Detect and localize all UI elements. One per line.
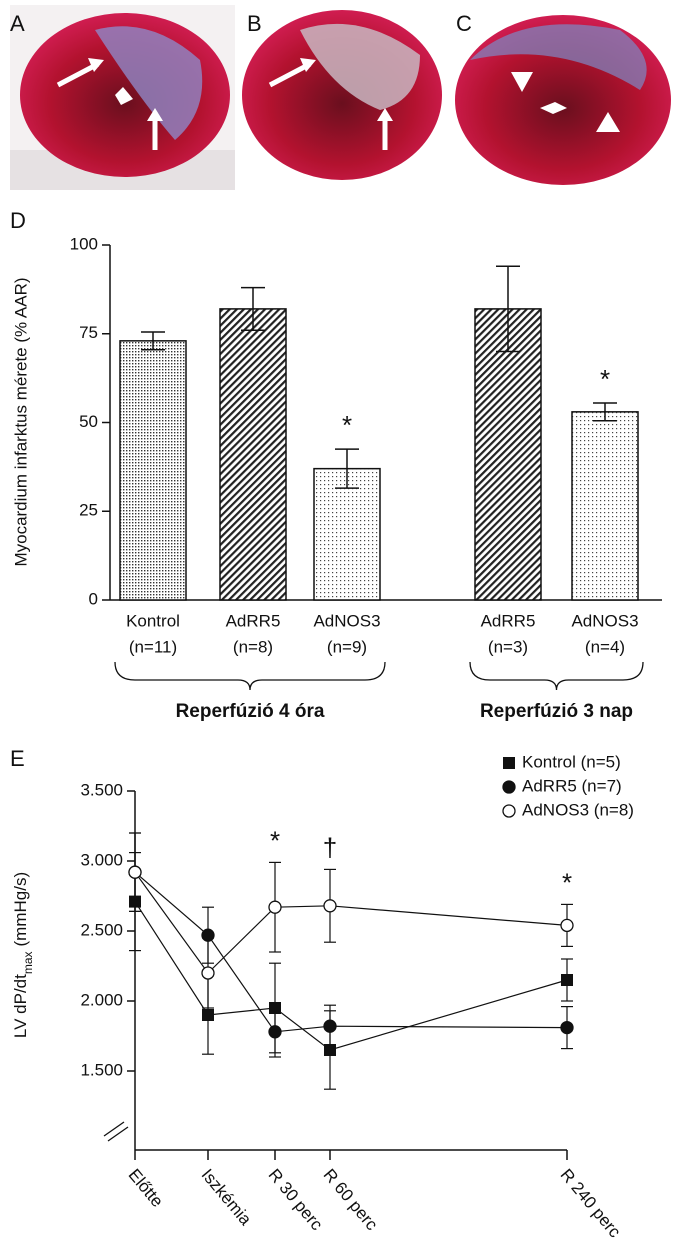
- axis-break: [107, 1126, 129, 1142]
- y-axis-label: LV dP/dtmax (mmHg/s): [11, 872, 35, 1038]
- marker: [269, 1002, 281, 1014]
- n-label: (n=4): [585, 637, 625, 656]
- annotation: *: [562, 867, 572, 897]
- marker: [502, 804, 516, 818]
- marker: [560, 1020, 574, 1035]
- legend-label: AdRR5 (n=7): [522, 776, 622, 795]
- chart-d: 0 25 50 75 100 Myocardium infarktus mérete (%…: [11, 234, 662, 722]
- panel-label: C: [456, 11, 472, 36]
- marker: [561, 974, 573, 986]
- y-tick-label: 75: [79, 323, 98, 342]
- group-label: Reperfúzió 4 óra: [176, 701, 325, 722]
- y-label-main: LV dP/dt: [11, 974, 30, 1038]
- bar: [219, 308, 287, 601]
- marker: [129, 895, 141, 908]
- bar: [474, 308, 542, 601]
- group-brace: [114, 661, 386, 691]
- marker: [202, 1009, 214, 1021]
- y-axis-label: Myocardium infarktus mérete (% AAR): [11, 277, 30, 566]
- marker: [268, 1025, 282, 1039]
- series-line: [134, 871, 568, 974]
- significance: *: [600, 364, 610, 394]
- significance: *: [342, 410, 352, 440]
- marker: [268, 900, 282, 914]
- error-bar: [241, 286, 265, 331]
- y-tick-label: 50: [79, 412, 98, 431]
- y-label-sub: max: [21, 951, 35, 974]
- legend-label: AdNOS3 (n=8): [522, 800, 634, 819]
- y-tick-label: 2.500: [80, 920, 123, 939]
- x-tick-label: R 60 perc: [320, 1165, 382, 1234]
- error-bar: [593, 402, 617, 422]
- x-tick-label: AdNOS3: [571, 611, 638, 630]
- y-tick-label: 25: [79, 501, 98, 520]
- annotation: †: [323, 832, 337, 862]
- marker: [201, 928, 215, 942]
- n-label: (n=3): [488, 637, 528, 656]
- group-brace: [469, 661, 644, 691]
- y-tick-label: 3.500: [80, 780, 123, 799]
- marker: [560, 918, 574, 933]
- error-bar: [141, 331, 165, 351]
- y-tick-label: 2.000: [80, 990, 123, 1009]
- axis-break: [103, 1121, 125, 1137]
- x-tick-label: Előtte: [125, 1165, 168, 1211]
- panel-label: A: [10, 11, 25, 36]
- series-line: [134, 871, 568, 1033]
- n-label: (n=8): [233, 637, 273, 656]
- legend-label: Kontrol (n=5): [522, 752, 621, 771]
- panel-label: D: [10, 208, 26, 233]
- x-tick-label: R 30 perc: [265, 1165, 327, 1234]
- marker: [503, 757, 515, 769]
- marker: [201, 966, 215, 980]
- x-tick-label: Kontrol: [126, 611, 180, 630]
- marker: [502, 780, 516, 794]
- x-tick-label: R 240 perc: [557, 1165, 625, 1241]
- marker: [323, 899, 337, 913]
- photo-b: [240, 5, 445, 187]
- y-tick-label: 0: [89, 589, 98, 608]
- panel-label: B: [247, 11, 262, 36]
- error-bar: [496, 265, 520, 353]
- bar: [571, 411, 639, 601]
- y-label-unit: (mmHg/s): [11, 872, 30, 947]
- x-tick-label: AdRR5: [481, 611, 536, 630]
- panel-label: E: [10, 746, 25, 771]
- x-tick-label: Iszkémia: [198, 1165, 256, 1229]
- annotation: *: [270, 825, 280, 855]
- photo-c: [453, 8, 672, 190]
- x-tick-label: AdNOS3: [313, 611, 380, 630]
- marker: [323, 1019, 337, 1033]
- y-tick-label: 1.500: [80, 1060, 123, 1079]
- marker: [324, 1044, 336, 1056]
- y-tick-label: 100: [70, 234, 98, 253]
- bar: [119, 340, 187, 601]
- n-label: (n=9): [327, 637, 367, 656]
- error-bar: [335, 448, 359, 489]
- photo-a: [10, 5, 235, 190]
- chart-e: 1.500 2.000 2.500 3.000 3.500 LV dP/dtmax (mmH…: [11, 752, 634, 1241]
- marker: [128, 865, 142, 879]
- group-label: Reperfúzió 3 nap: [480, 701, 633, 722]
- n-label: (n=11): [129, 637, 177, 656]
- y-tick-label: 3.000: [80, 850, 123, 869]
- x-tick-label: AdRR5: [226, 611, 281, 630]
